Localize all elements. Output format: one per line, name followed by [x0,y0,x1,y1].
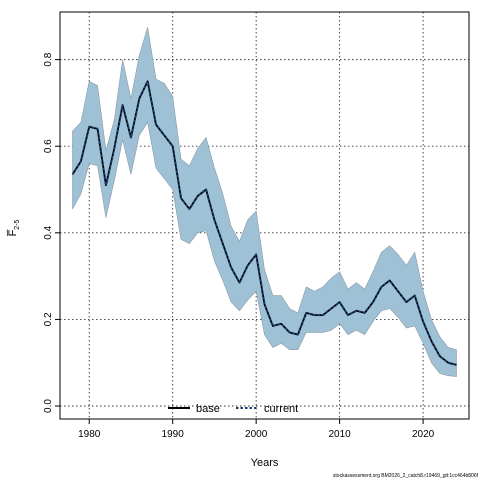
y-tick-label: 0.0 [43,399,54,413]
x-tick-label: 2010 [328,429,351,440]
y-tick-label: 0.6 [43,139,54,153]
y-tick-label: 0.4 [43,225,54,239]
legend: base current [168,403,298,415]
y-axis-title-main: F̅ [7,229,19,237]
x-axis-title: Years [251,457,279,469]
x-tick-label: 2000 [245,429,268,440]
legend-label-base: base [196,403,220,415]
series-line-current [71,80,457,366]
y-tick-label: 0.8 [43,52,54,66]
svg-text:F̅2-5: F̅2-5 [7,219,21,236]
y-axis-title: F̅2-5 [7,219,21,236]
x-tick-label: 1980 [78,429,101,440]
legend-label-current: current [264,403,298,415]
x-tick-label: 2020 [412,429,435,440]
x-tick-label: 1990 [162,429,185,440]
y-tick-label: 0.2 [43,312,54,326]
y-axis-title-subscript: 2-5 [14,219,21,229]
confidence-band-area [72,27,457,377]
plot-frame [59,11,470,420]
axes: 1980 1990 2000 2010 2020 0.0 0.2 0.4 0.6 0.8 [43,52,435,440]
series-lines [71,80,457,366]
footer-text: stockassessment.org BM2026_2_catch8.r194… [333,473,479,479]
confidence-band [72,27,457,377]
